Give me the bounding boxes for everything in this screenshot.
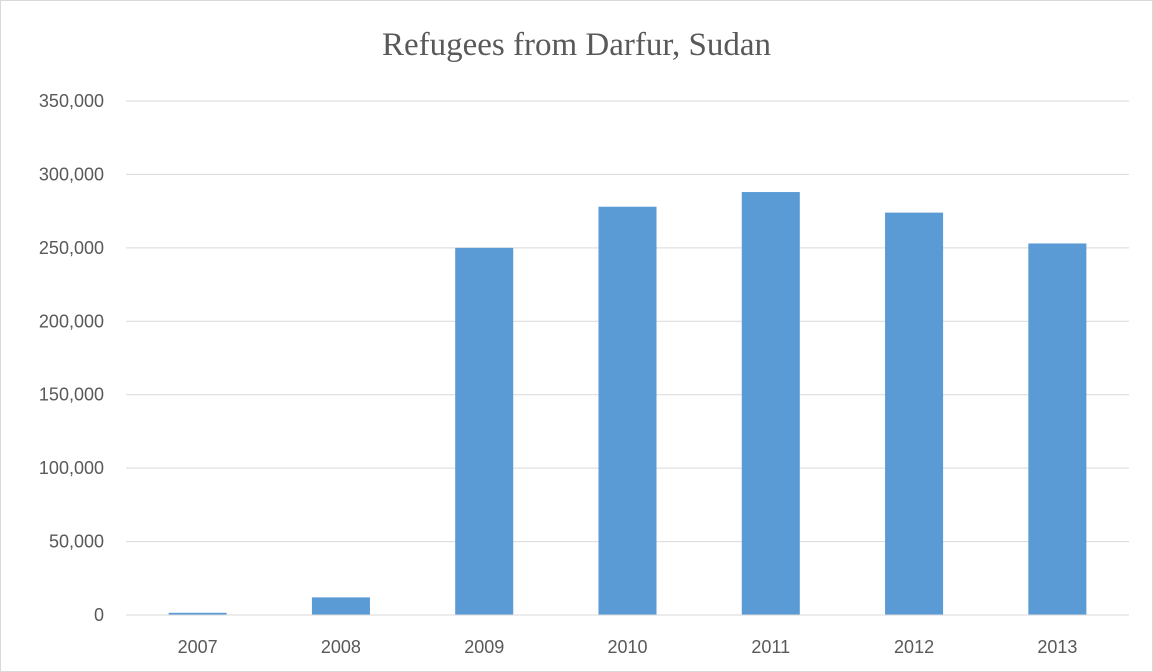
y-tick-label: 150,000 <box>39 385 104 405</box>
bar-2010 <box>598 206 657 616</box>
chart-title: Refugees from Darfur, Sudan <box>381 27 772 63</box>
bar-2012 <box>885 212 944 615</box>
y-tick-label: 100,000 <box>39 458 104 478</box>
y-tick-label: 200,000 <box>39 311 104 331</box>
bar-2008 <box>311 597 370 615</box>
y-tick-label: 50,000 <box>49 532 104 552</box>
x-tick-label: 2011 <box>751 637 790 657</box>
bar-2007 <box>168 612 227 615</box>
bar-2013 <box>1028 243 1087 616</box>
x-tick-label: 2012 <box>894 637 934 657</box>
y-tick-label: 250,000 <box>39 238 104 258</box>
y-tick-label: 0 <box>94 605 104 625</box>
bar-2009 <box>455 247 514 615</box>
x-tick-label: 2010 <box>607 637 647 657</box>
x-tick-label: 2007 <box>178 637 218 657</box>
y-tick-label: 300,000 <box>39 164 104 184</box>
bar-2011 <box>741 192 800 615</box>
y-tick-label: 350,000 <box>39 91 104 111</box>
x-tick-label: 2009 <box>464 637 504 657</box>
x-tick-label: 2013 <box>1037 637 1077 657</box>
x-tick-label: 2008 <box>321 637 361 657</box>
